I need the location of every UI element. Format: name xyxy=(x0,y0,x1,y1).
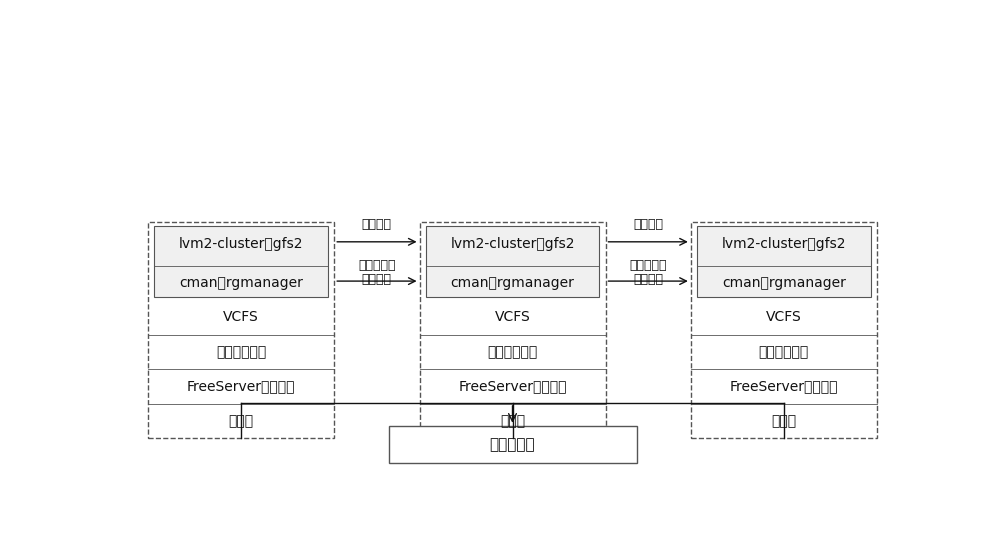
Text: lvm2-cluster、gfs2: lvm2-cluster、gfs2 xyxy=(722,237,846,251)
Text: 服务器: 服务器 xyxy=(229,414,254,428)
Bar xyxy=(420,223,606,438)
Text: 存储服务器: 存储服务器 xyxy=(490,437,535,452)
Text: cman、rgmanager: cman、rgmanager xyxy=(451,276,574,290)
Text: FreeServer操作系统: FreeServer操作系统 xyxy=(458,379,567,393)
Text: FreeServer操作系统: FreeServer操作系统 xyxy=(730,379,838,393)
Text: cman、rgmanager: cman、rgmanager xyxy=(179,276,303,290)
Text: VCFS: VCFS xyxy=(766,310,802,324)
Bar xyxy=(691,223,877,438)
Text: 心跳同步、: 心跳同步、 xyxy=(358,259,396,272)
Text: 数据同步: 数据同步 xyxy=(362,218,392,231)
Bar xyxy=(148,223,334,438)
Bar xyxy=(697,226,871,297)
Text: VCFS: VCFS xyxy=(495,310,530,324)
Text: 共享磁盘信息: 共享磁盘信息 xyxy=(487,345,538,359)
Text: VCFS: VCFS xyxy=(223,310,259,324)
Text: 共享磁盘信息: 共享磁盘信息 xyxy=(759,345,809,359)
Bar xyxy=(388,426,637,463)
Text: 心跳同步、: 心跳同步、 xyxy=(629,259,667,272)
Text: 集群管理: 集群管理 xyxy=(362,273,392,286)
Text: 服务器: 服务器 xyxy=(500,414,525,428)
Text: lvm2-cluster、gfs2: lvm2-cluster、gfs2 xyxy=(450,237,575,251)
Text: 服务器: 服务器 xyxy=(771,414,796,428)
Text: 数据同步: 数据同步 xyxy=(633,218,663,231)
Text: FreeServer操作系统: FreeServer操作系统 xyxy=(187,379,296,393)
Text: 集群管理: 集群管理 xyxy=(633,273,663,286)
Bar xyxy=(426,226,599,297)
Bar xyxy=(154,226,328,297)
Text: cman、rgmanager: cman、rgmanager xyxy=(722,276,846,290)
Text: lvm2-cluster、gfs2: lvm2-cluster、gfs2 xyxy=(179,237,304,251)
Text: 共享磁盘信息: 共享磁盘信息 xyxy=(216,345,266,359)
